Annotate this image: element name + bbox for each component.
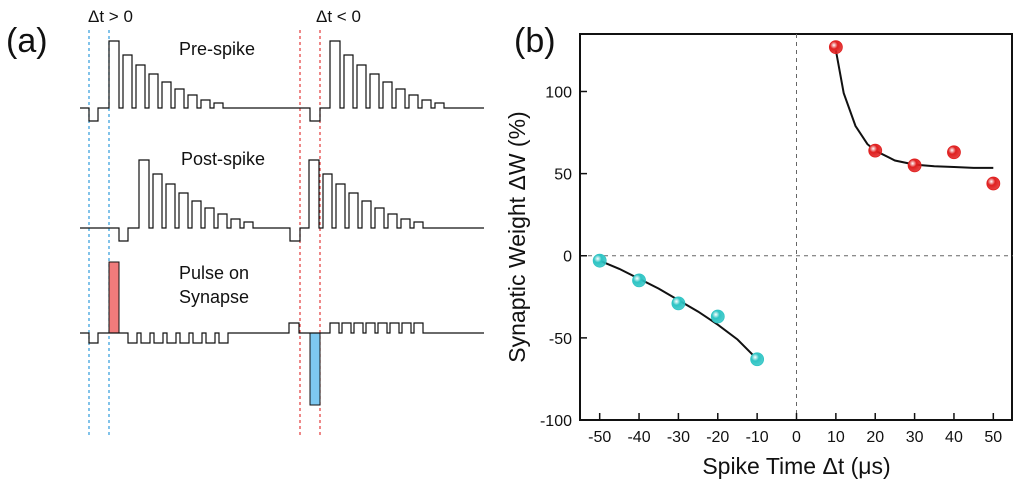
x-tick-label: 30	[906, 429, 924, 446]
y-axis-label: Synaptic Weight ΔW (%)	[504, 111, 530, 362]
y-tick-label: -100	[540, 413, 572, 430]
data-point	[632, 273, 646, 288]
x-tick-label: -40	[627, 429, 650, 446]
data-point	[671, 296, 686, 311]
y-tick-label: 100	[545, 84, 572, 101]
x-tick-label: -30	[667, 429, 690, 446]
y-tick-label: -50	[549, 331, 572, 348]
panel-a-label: (a)	[6, 22, 48, 60]
y-tick-label: 0	[563, 249, 572, 266]
x-axis-label: Spike Time Δt (μs)	[702, 453, 890, 479]
data-point	[592, 253, 607, 268]
data-point	[868, 143, 883, 158]
stdp-chart: -50 -40 -30 -20 -10 0 10 20 30 40 50-100-50050100S…	[504, 33, 1013, 479]
x-tick-label: 10	[827, 429, 845, 446]
data-point	[710, 309, 725, 324]
data-point	[750, 352, 765, 367]
data-point	[907, 158, 922, 173]
x-tick-label: 40	[945, 429, 963, 446]
dt-negative-label: Δt < 0	[316, 7, 361, 26]
post-spike-label: Post-spike	[181, 149, 265, 169]
synapse-pulse-waveform	[80, 322, 484, 344]
x-tick-label: 20	[866, 429, 884, 446]
positive-pulse-bar	[108, 261, 120, 334]
x-tick-label: 0	[792, 429, 801, 446]
panel-b-label: (b)	[514, 22, 556, 60]
data-point	[986, 176, 1001, 191]
x-tick-label: -10	[746, 429, 769, 446]
negative-pulse-bar	[309, 332, 321, 406]
data-point	[947, 145, 961, 160]
data-point	[828, 40, 843, 55]
post-spike-waveform	[80, 159, 484, 242]
pre-spike-label: Pre-spike	[179, 39, 255, 59]
pulse-label-line2: Synapse	[179, 287, 249, 307]
fit-curve	[834, 50, 994, 169]
pulse-label-line1: Pulse on	[179, 263, 249, 283]
x-tick-label: -20	[706, 429, 729, 446]
pre-spike-waveform	[80, 40, 484, 122]
y-tick-label: 50	[554, 167, 572, 184]
x-tick-label: -50	[588, 429, 611, 446]
dt-positive-label: Δt > 0	[88, 7, 133, 26]
x-tick-label: 50	[984, 429, 1002, 446]
